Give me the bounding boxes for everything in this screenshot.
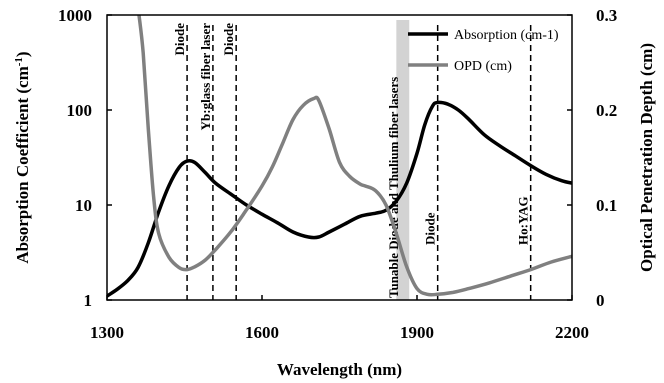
x-tick-label: 1600 — [245, 323, 279, 342]
vertical-marker-layer: Diode Yb:glass fiber laser Diode Diode Ho:YA… — [172, 23, 532, 300]
vertical-marker-label: Yb:glass fiber laser — [198, 23, 213, 131]
y-left-tick-label: 1000 — [58, 6, 92, 25]
laser-band-layer: Tunable Diode and Thulium fiber lasers — [386, 20, 410, 300]
y-right-tick-label: 0.3 — [596, 6, 617, 25]
y-axis-left-title: Absorption Coefficient (cm-1) — [13, 51, 32, 263]
legend: Absorption (cm-1) OPD (cm) — [408, 28, 559, 74]
y-right-tick-label: 0.1 — [596, 196, 617, 215]
vertical-marker-label: Ho:YAG — [516, 196, 531, 245]
laser-band — [396, 20, 410, 300]
x-tick-label: 1300 — [90, 323, 124, 342]
x-tick-label: 1900 — [400, 323, 434, 342]
opd-series-line — [137, 15, 572, 297]
vertical-marker-label: Diode — [423, 212, 438, 245]
y-left-tick-label: 100 — [67, 101, 93, 120]
y-left-tick-label: 10 — [75, 196, 92, 215]
y-right-tick-label: 0.2 — [596, 101, 617, 120]
x-tick-label: 2200 — [555, 323, 589, 342]
tick-layer: 1300 1600 1900 2200 1 10 100 1000 0 0.1 0.2 0.3 — [58, 6, 617, 342]
vertical-marker-label: Diode — [172, 23, 187, 56]
legend-label: OPD (cm) — [454, 59, 512, 74]
y-right-tick-label: 0 — [596, 291, 605, 310]
x-axis-title: Wavelength (nm) — [277, 360, 402, 379]
y-left-tick-label: 1 — [84, 291, 93, 310]
absorption-series-line — [107, 100, 572, 298]
vertical-marker-label: Diode — [221, 23, 236, 56]
y-axis-right-title: Optical Penetration Depth (cm) — [637, 43, 656, 272]
plot-frame — [106, 14, 573, 301]
series-layer — [107, 15, 572, 298]
legend-label: Absorption (cm-1) — [454, 28, 559, 43]
band-label: Tunable Diode and Thulium fiber lasers — [386, 77, 401, 298]
